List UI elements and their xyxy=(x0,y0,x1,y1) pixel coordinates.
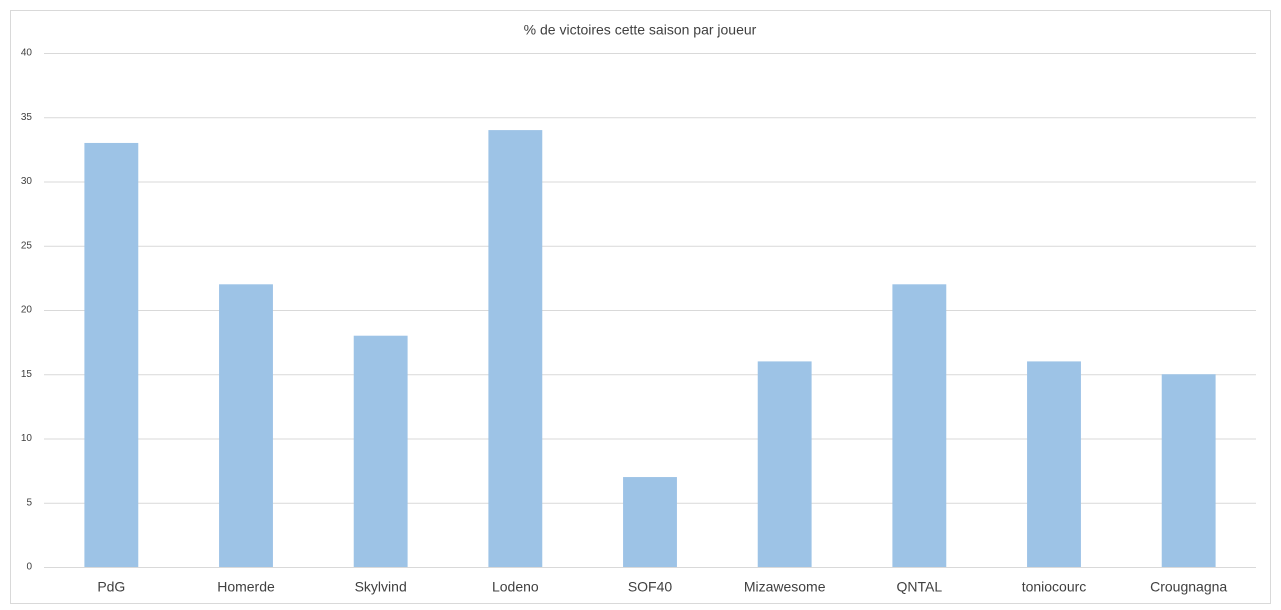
y-tick-label: 30 xyxy=(21,176,33,187)
bar xyxy=(219,284,273,567)
y-tick-label: 10 xyxy=(21,433,33,444)
y-tick-label: 15 xyxy=(21,369,33,380)
x-tick-label: Crougnagna xyxy=(1150,579,1227,595)
x-tick-label: SOF40 xyxy=(628,579,673,595)
bar xyxy=(84,142,139,567)
bar xyxy=(1161,374,1216,567)
y-tick-label: 20 xyxy=(21,305,33,316)
x-tick-label: PdG xyxy=(97,579,125,595)
bar xyxy=(892,284,947,567)
bar xyxy=(1027,361,1081,567)
bar xyxy=(488,130,543,567)
x-tick-label: Mizawesome xyxy=(744,579,826,595)
x-tick-label: toniocourc xyxy=(1022,579,1087,595)
bar xyxy=(757,361,812,567)
chart-title: % de victoires cette saison par joueur xyxy=(524,22,757,38)
x-tick-label: Lodeno xyxy=(492,579,539,595)
y-tick-label: 40 xyxy=(21,48,33,59)
x-tick-label: Homerde xyxy=(217,579,275,595)
x-tick-label: QNTAL xyxy=(897,579,943,595)
bar xyxy=(353,335,408,567)
y-tick-label: 0 xyxy=(26,562,32,573)
bar xyxy=(623,477,677,567)
y-tick-label: 5 xyxy=(26,497,32,508)
y-tick-label: 35 xyxy=(21,112,33,123)
x-tick-label: Skylvind xyxy=(355,579,407,595)
y-tick-label: 25 xyxy=(21,240,33,251)
